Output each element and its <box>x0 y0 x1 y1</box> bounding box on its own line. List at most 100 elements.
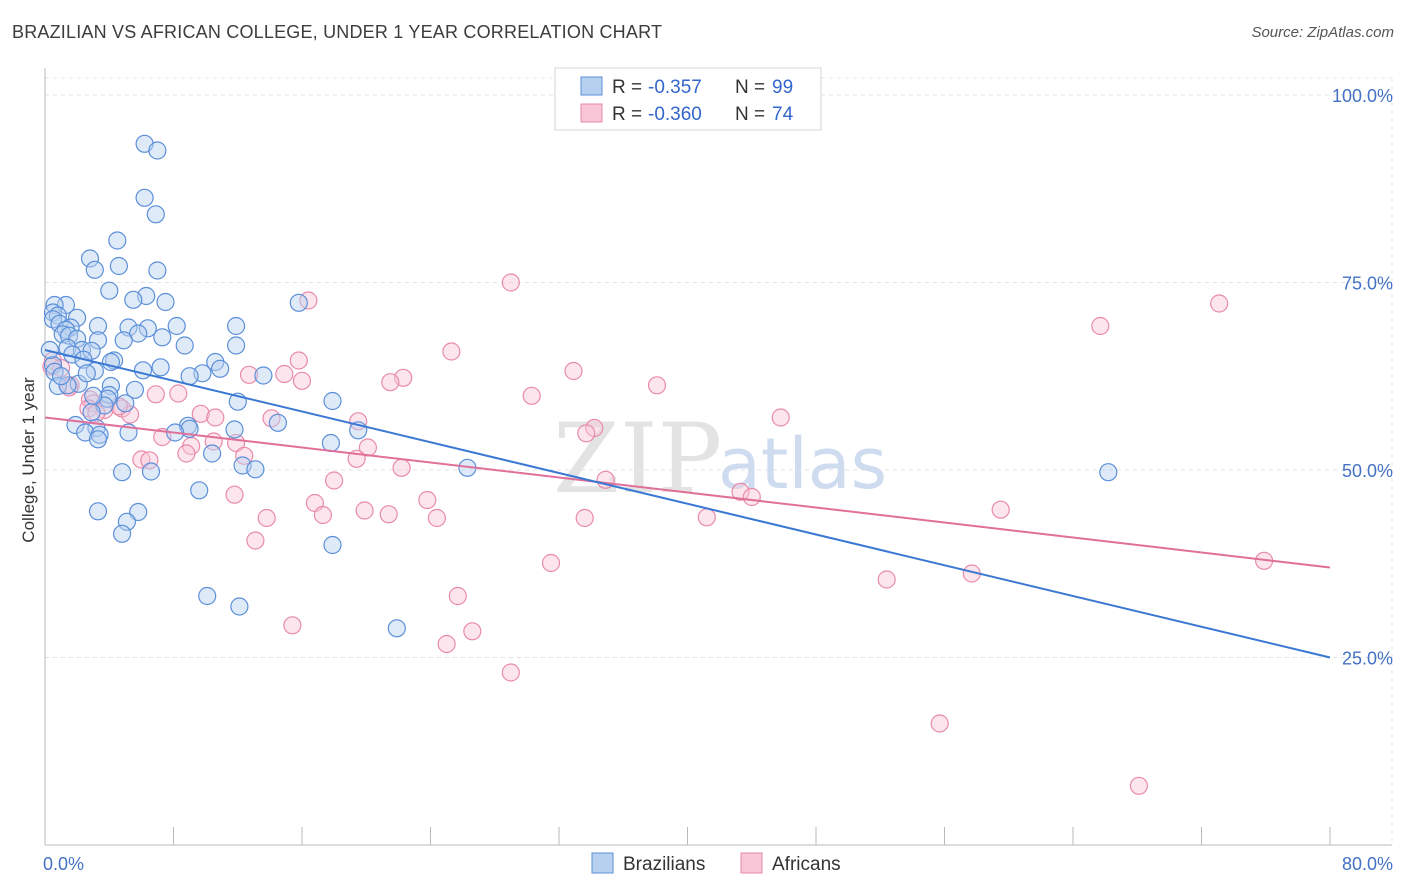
brazilians-point-51 <box>180 367 199 386</box>
africans-point-63 <box>283 616 302 635</box>
brazilians-point-6 <box>109 256 129 276</box>
brazilians-point-87 <box>117 512 137 531</box>
brazilians-point-84 <box>190 481 209 500</box>
africans-point-31 <box>577 424 596 443</box>
africans-point-65 <box>437 634 456 654</box>
brazilians-point-29 <box>53 325 72 344</box>
brazilians-point-34 <box>114 331 133 350</box>
brazilians-point-13 <box>45 295 64 315</box>
brazilians-point-82 <box>112 463 132 482</box>
axes <box>44 68 1392 846</box>
africans-point-43 <box>325 471 344 490</box>
brazilians-point-53 <box>48 376 68 396</box>
brazilians-point-1 <box>148 141 167 160</box>
africans-point-50 <box>379 505 398 524</box>
y-tick-label-3: 100.0% <box>1332 86 1393 106</box>
africans-point-46 <box>225 485 244 504</box>
africans-point-55 <box>697 508 716 527</box>
africans-point-38 <box>177 444 196 463</box>
brazilians-point-23 <box>88 316 108 336</box>
chart-title: BRAZILIAN VS AFRICAN COLLEGE, UNDER 1 YE… <box>12 22 663 42</box>
africans-point-7 <box>289 351 308 370</box>
africans-point-54 <box>575 508 594 528</box>
legend-swatch-africans <box>580 103 603 123</box>
bottom-legend-label-brazilians: Brazilians <box>623 854 705 875</box>
africans-point-56 <box>991 500 1010 519</box>
brazilians-point-8 <box>148 261 167 280</box>
y-tick-label-1: 50.0% <box>1342 461 1393 481</box>
x-tick-label-min: 0.0% <box>43 854 84 874</box>
brazilians-point-26 <box>227 316 246 336</box>
brazilians-point-17 <box>124 290 143 309</box>
brazilians-point-11 <box>156 292 175 312</box>
source-credit: Source: ZipAtlas.com <box>1251 24 1394 41</box>
brazilians-point-2 <box>135 188 154 207</box>
africans-point-17 <box>169 384 188 403</box>
brazilians-point-55 <box>58 376 77 395</box>
africans-point-67 <box>930 714 949 733</box>
africans-point-16 <box>146 385 165 404</box>
africans-point-8 <box>564 361 583 381</box>
africans-point-48 <box>418 490 437 510</box>
africans-point-45 <box>731 482 750 501</box>
legend-r-value-brazilians: -0.357 <box>648 77 702 98</box>
brazilians-point-57 <box>125 380 144 399</box>
brazilians-point-25 <box>167 316 186 336</box>
trend-lines <box>44 349 1331 659</box>
brazilians-point-65 <box>268 413 287 432</box>
legend-swatch-brazilians <box>580 76 603 96</box>
y-tick-labels: 25.0% 50.0% 75.0% 100.0% <box>1332 86 1393 669</box>
africans-point-10 <box>275 364 294 384</box>
legend-n-label-brazilians: N = <box>735 77 765 98</box>
africans-point-25 <box>191 404 210 423</box>
brazilians-point-48 <box>151 358 170 377</box>
brazilians-point-75 <box>88 430 108 449</box>
africans-point-2 <box>1210 294 1229 313</box>
brazilians-point-92 <box>387 619 406 638</box>
brazilians-point-76 <box>321 433 340 453</box>
africans-point-0 <box>501 273 520 292</box>
y-tick-label-2: 75.0% <box>1342 274 1393 294</box>
brazilians-point-77 <box>203 444 222 463</box>
africans-point-53 <box>427 508 446 528</box>
brazilians-point-64 <box>82 403 101 422</box>
brazilians-point-91 <box>230 597 249 616</box>
brazilians-point-88 <box>112 524 132 543</box>
bottom-legend-swatch-brazilians <box>591 852 614 874</box>
africans-point-26 <box>206 408 225 427</box>
brazilians-point-79 <box>246 460 265 479</box>
brazilians-point-49 <box>211 359 230 378</box>
bottom-legend-swatch-africans <box>740 852 763 874</box>
africans-point-58 <box>541 553 561 573</box>
series-africans <box>42 273 1274 795</box>
brazilians-point-4 <box>108 231 127 250</box>
africans-point-49 <box>355 501 374 520</box>
brazilians-point-61 <box>323 391 342 411</box>
watermark-zip: ZIP <box>553 403 722 515</box>
brazilians-point-7 <box>85 260 104 279</box>
brazilians-point-18 <box>67 308 87 327</box>
africans-point-72 <box>292 371 312 390</box>
brazilians-point-3 <box>146 205 165 224</box>
brazilians-point-52 <box>254 366 273 385</box>
brazilians-point-27 <box>138 319 157 338</box>
brazilians-point-33 <box>153 328 172 347</box>
africans-point-9 <box>239 365 259 384</box>
legend-n-value-africans: 74 <box>772 104 794 125</box>
africans-point-57 <box>246 531 265 550</box>
africans-point-4 <box>442 342 461 361</box>
series-brazilians <box>40 134 1118 638</box>
legend-r-label-africans: R = <box>612 104 642 125</box>
legend-r-value-africans: -0.360 <box>648 104 702 125</box>
brazilians-point-85 <box>88 502 108 521</box>
trend-line-africans <box>44 416 1331 569</box>
africans-point-64 <box>463 622 482 641</box>
y-tick-label-0: 25.0% <box>1342 649 1393 669</box>
bottom-legend-label-africans: Africans <box>772 854 841 875</box>
trend-line-brazilians <box>44 349 1331 659</box>
africans-point-66 <box>501 663 520 682</box>
x-tick-label-max: 80.0% <box>1342 854 1393 874</box>
brazilians-point-90 <box>198 586 217 606</box>
brazilians-point-35 <box>227 336 246 355</box>
